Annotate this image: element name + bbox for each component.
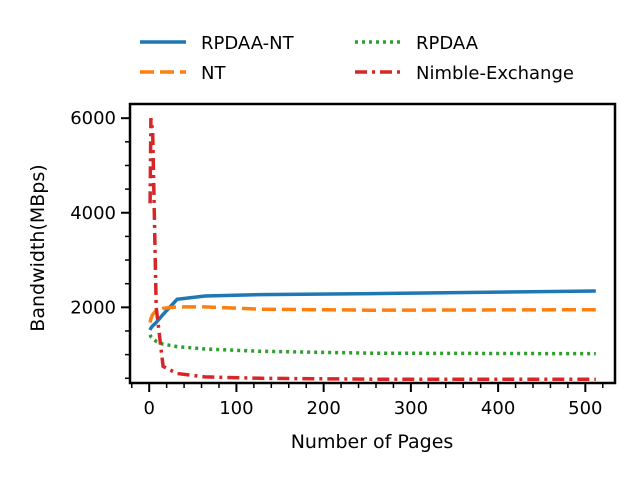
legend-label-2: NT <box>201 63 226 84</box>
x-axis-label: Number of Pages <box>291 431 454 453</box>
legend-label-3: RPDAA <box>416 33 479 54</box>
y-axis: 2000 4000 6000 <box>70 108 130 380</box>
plot-lines <box>148 117 596 381</box>
legend-label-1: RPDAA-NT <box>201 33 295 54</box>
x-tick-label: 0 <box>143 398 154 419</box>
plot-frame <box>128 102 617 385</box>
legend-label-4: Nimble-Exchange <box>416 63 574 84</box>
y-tick-label: 2000 <box>70 297 116 318</box>
series-line-3 <box>148 334 596 356</box>
x-tick-label: 100 <box>219 398 253 419</box>
series-line-2 <box>148 305 596 323</box>
x-axis: 0 100 200 300 400 500 <box>130 383 604 419</box>
x-tick-label: 400 <box>481 398 515 419</box>
y-tick-label: 6000 <box>70 108 116 129</box>
y-axis-label: Bandwidth(MBps) <box>27 164 49 331</box>
legend: RPDAA-NT RPDAA NT Nimble-Exchange <box>140 33 574 84</box>
x-tick-label: 300 <box>394 398 428 419</box>
x-tick-label: 200 <box>306 398 340 419</box>
y-tick-label: 4000 <box>70 203 116 224</box>
series-line-4 <box>148 117 596 381</box>
x-tick-label: 500 <box>568 398 602 419</box>
